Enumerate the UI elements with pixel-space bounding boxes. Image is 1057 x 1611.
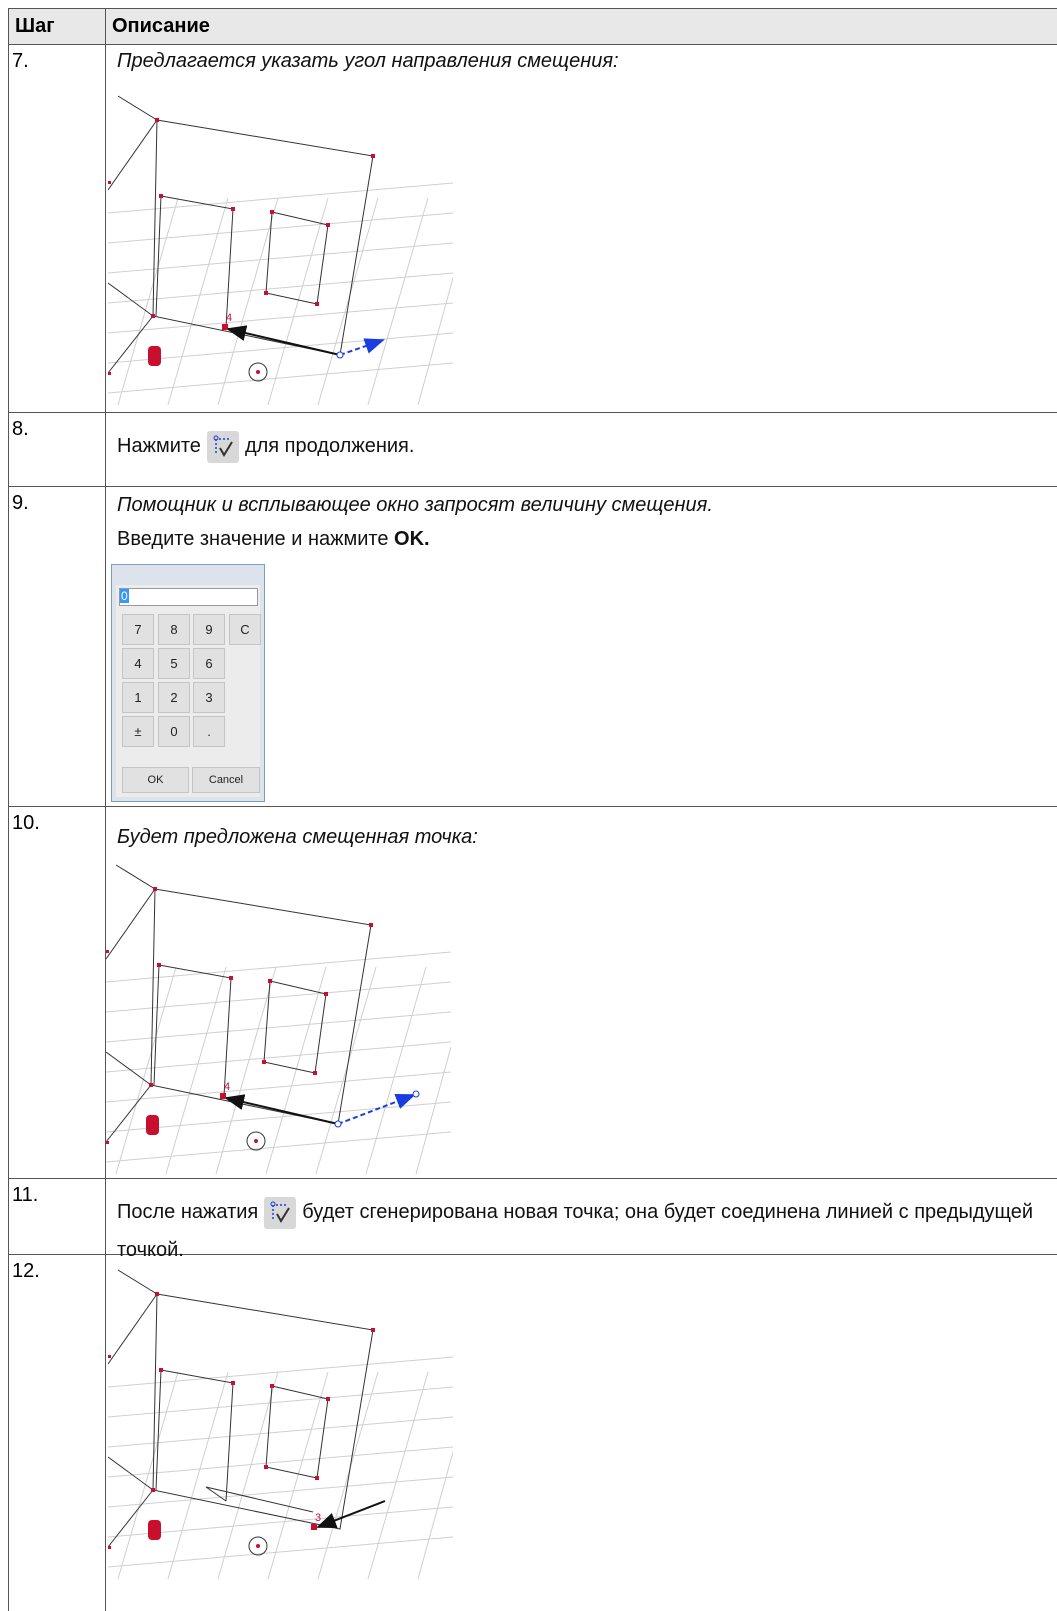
cell [8, 44, 106, 413]
description: Будет предложена смещенная точка: [117, 826, 478, 848]
screenshot: 4 [106, 864, 451, 1174]
key[interactable]: 1 [122, 682, 154, 713]
input-field[interactable]: 0 [119, 588, 258, 606]
key[interactable]: . [193, 716, 225, 747]
ok-button[interactable]: OK [122, 767, 189, 793]
description: Предлагается указать угол направления см… [117, 50, 619, 72]
step-number: 12. [12, 1260, 40, 1282]
key[interactable]: 4 [122, 648, 154, 679]
screenshot: 4 [108, 95, 453, 405]
point [412, 1090, 420, 1098]
text: для продолжения. [244, 435, 415, 457]
point [311, 1524, 317, 1530]
key[interactable]: 2 [158, 682, 190, 713]
step-number: 7. [12, 50, 29, 72]
key[interactable]: 3 [193, 682, 225, 713]
key[interactable]: C [229, 614, 261, 645]
header-text: Описание [112, 15, 210, 37]
scene [108, 1269, 453, 1579]
step-number: 8. [12, 418, 29, 440]
direction-arrow [226, 325, 341, 356]
screenshot: 3 [108, 1269, 453, 1579]
text: Введите значение и нажмите [117, 528, 389, 550]
new-line [205, 1486, 314, 1513]
text: После нажатия [117, 1201, 259, 1223]
point [222, 324, 228, 330]
point-label: 4 [224, 1081, 230, 1093]
instruction: Введите значение и нажмите OK. [117, 528, 430, 551]
input-value: 0 [120, 589, 129, 603]
text: Нажмите [117, 435, 201, 457]
cell [8, 1254, 106, 1611]
scene [108, 95, 453, 405]
direction-arrow [224, 1094, 339, 1125]
bold-text: OK. [394, 528, 430, 550]
description: После нажатия будет сгенерирована новая т… [117, 1193, 1057, 1269]
description: Нажмите для продолжения. [117, 430, 414, 463]
cell [8, 486, 106, 807]
point-label: 3 [315, 1512, 321, 1524]
key[interactable]: 8 [158, 614, 190, 645]
dialog-body: 0 7 8 9 C 4 5 6 1 2 3 ± 0 . OK Cancel [116, 585, 261, 797]
point [334, 1120, 342, 1128]
keypad-dialog: 0 7 8 9 C 4 5 6 1 2 3 ± 0 . OK Cancel [111, 564, 265, 802]
point [220, 1093, 226, 1099]
text: будет сгенерирована новая точка; она буд… [117, 1201, 1034, 1261]
key[interactable]: 0 [158, 716, 190, 747]
key[interactable]: 7 [122, 614, 154, 645]
header-cell: Описание [105, 8, 1057, 45]
header-cell: Шаг [8, 8, 106, 45]
step-number: 10. [12, 812, 40, 834]
step-number: 11. [12, 1184, 39, 1206]
direction-arrow [316, 1500, 386, 1528]
cell [8, 806, 106, 1179]
scene [106, 864, 451, 1174]
point-label: 4 [226, 312, 232, 324]
continue-icon [206, 430, 239, 463]
key[interactable]: 6 [193, 648, 225, 679]
offset-arrow [337, 1093, 416, 1125]
key[interactable]: 9 [193, 614, 225, 645]
step-number: 9. [12, 492, 29, 514]
cancel-button[interactable]: Cancel [192, 767, 260, 793]
header-text: Шаг [15, 15, 55, 37]
key[interactable]: 5 [158, 648, 190, 679]
continue-icon [264, 1196, 297, 1229]
point [336, 351, 344, 359]
cell [105, 1254, 1057, 1611]
key[interactable]: ± [122, 716, 154, 747]
description: Помощник и всплывающее окно запросят вел… [117, 494, 713, 516]
